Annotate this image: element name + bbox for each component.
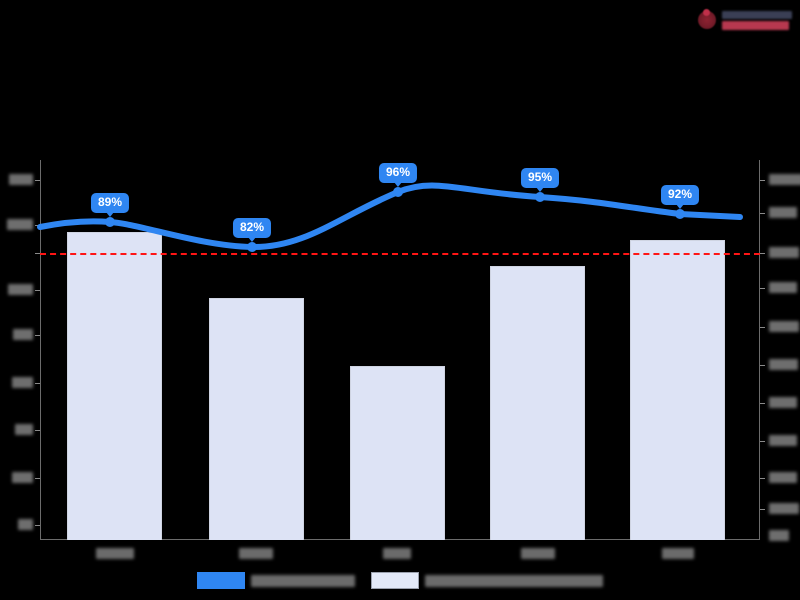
chart-title [0, 78, 800, 100]
bar-category-3[interactable] [350, 366, 445, 540]
right-axis-tick-label [769, 174, 800, 185]
x-axis-category-label-2 [239, 548, 273, 559]
left-axis-tick [35, 225, 40, 226]
right-axis-tick-label [769, 282, 797, 293]
data-label-1: 89% [90, 193, 130, 217]
right-axis-tick-label [769, 207, 797, 218]
x-axis-category-label-1 [96, 548, 134, 559]
logo-dot-shape [703, 9, 710, 16]
left-axis-tick-label [12, 377, 33, 388]
right-axis-tick [760, 403, 765, 404]
line-point-4 [535, 192, 545, 202]
line-point-5 [675, 209, 685, 219]
chart-legend [0, 572, 800, 589]
left-axis-tick-label [13, 329, 33, 340]
line-point-3 [393, 187, 403, 197]
left-axis-tick-label [9, 174, 33, 185]
data-label-2: 82% [232, 218, 272, 242]
right-axis-tick [760, 213, 765, 214]
legend-item-bar-series[interactable] [371, 572, 603, 589]
logo-ring-shape [698, 11, 716, 29]
left-axis-tick [35, 525, 40, 526]
left-axis-tick-label [7, 219, 33, 230]
bar-category-1[interactable] [67, 232, 162, 540]
left-axis-tick [35, 180, 40, 181]
right-axis-tick [760, 509, 765, 510]
logo-wordmark-line-1 [722, 10, 792, 19]
left-axis-tick [35, 253, 40, 254]
right-axis-tick [760, 478, 765, 479]
right-axis-tick-label [769, 247, 799, 258]
left-axis-tick [35, 430, 40, 431]
data-label-3: 96% [378, 163, 418, 187]
threshold-line [40, 253, 760, 255]
right-axis-tick-label [769, 503, 799, 514]
x-axis-category-label-5 [662, 548, 694, 559]
right-axis-tick [760, 288, 765, 289]
bar-category-5[interactable] [630, 240, 725, 540]
bar-category-2[interactable] [209, 298, 304, 540]
line-point-1 [105, 217, 115, 227]
left-axis-tick [35, 335, 40, 336]
legend-label-bar-series [425, 574, 603, 587]
right-axis-tick-label [769, 472, 797, 483]
left-axis-tick-label [18, 519, 33, 530]
left-axis-line [40, 160, 41, 540]
right-axis-tick [760, 180, 765, 181]
left-axis-tick [35, 478, 40, 479]
right-axis-tick-label [769, 321, 799, 332]
logo-wordmark [722, 10, 792, 30]
right-axis-tick [760, 327, 765, 328]
legend-label-line-series [251, 574, 355, 587]
legend-swatch-bar-icon [371, 572, 419, 589]
bar-category-4[interactable] [490, 266, 585, 540]
right-axis-tick-label [769, 359, 798, 370]
company-logo [696, 4, 792, 36]
line-point-2 [247, 242, 257, 252]
left-axis-tick-label [15, 424, 33, 435]
logo-mark-icon [696, 9, 718, 31]
left-axis-tick-label [8, 284, 33, 295]
right-axis-line [759, 160, 760, 540]
right-axis-tick-label [769, 397, 797, 408]
right-axis-tick-label [769, 530, 789, 541]
left-axis-tick-label [12, 472, 33, 483]
legend-item-line-series[interactable] [197, 572, 355, 589]
left-axis-tick [35, 290, 40, 291]
right-axis-tick [760, 253, 765, 254]
right-axis-tick [760, 441, 765, 442]
legend-swatch-line-icon [197, 572, 245, 589]
x-axis-category-label-3 [383, 548, 411, 559]
data-label-5: 92% [660, 185, 700, 209]
right-axis-tick-label [769, 435, 797, 446]
right-axis-tick [760, 365, 765, 366]
logo-wordmark-line-2 [722, 20, 790, 30]
x-axis-category-label-4 [521, 548, 555, 559]
plot-area: 89% 82% 96% 95% 92% [7, 160, 800, 541]
left-axis-tick [35, 383, 40, 384]
data-label-4: 95% [520, 168, 560, 192]
